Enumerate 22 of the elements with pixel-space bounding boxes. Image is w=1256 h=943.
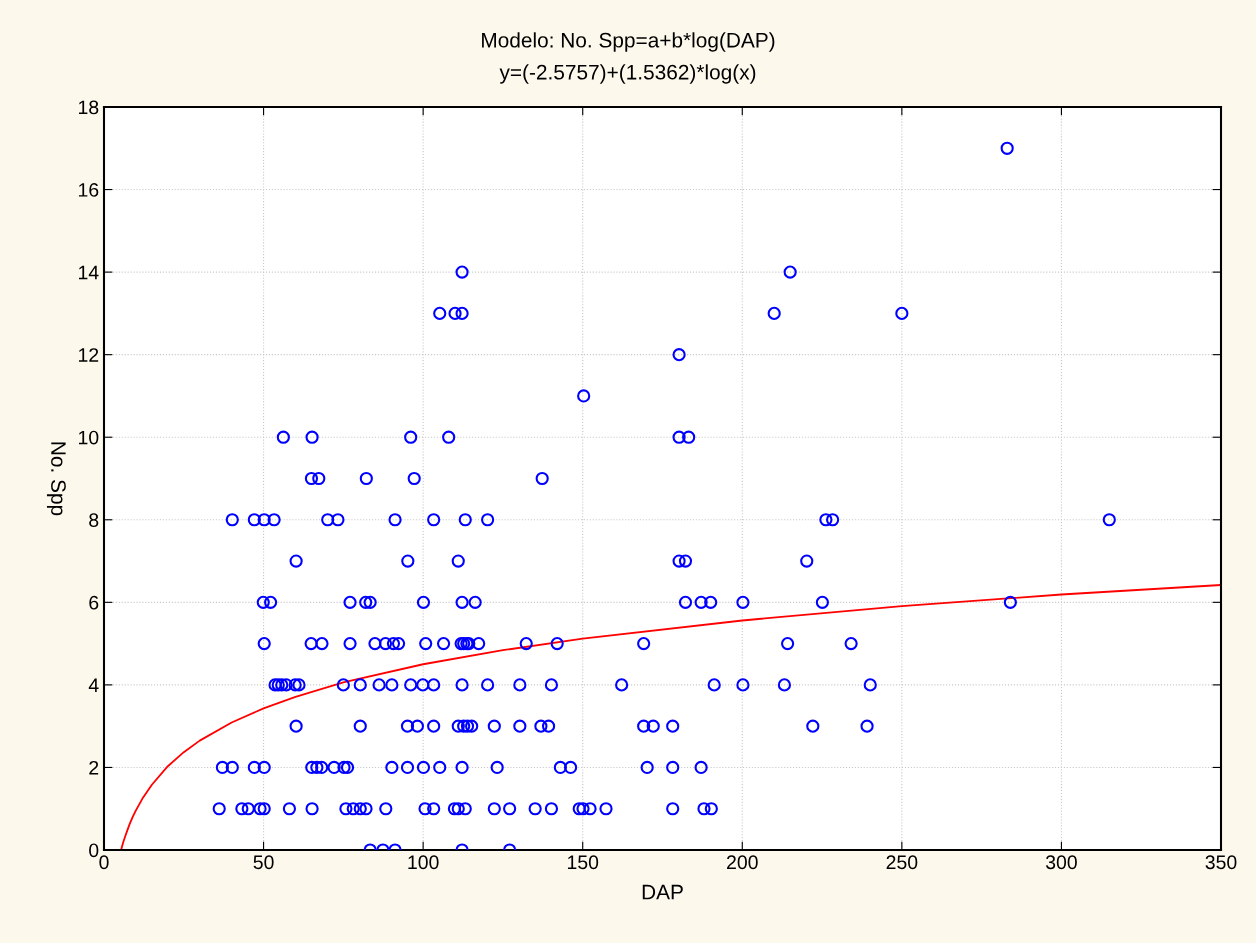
y-tick-label: 0 <box>89 843 99 858</box>
y-tick-label: 12 <box>79 348 99 362</box>
x-tick-label: 0 <box>99 855 109 870</box>
y-tick-label: 6 <box>89 595 99 610</box>
y-tick-label: 18 <box>79 100 99 115</box>
y-tick-label: 4 <box>88 678 99 692</box>
x-tick-label: 300 <box>1045 855 1077 870</box>
y-tick-label: 14 <box>79 265 99 280</box>
x-tick-label: 100 <box>408 855 439 870</box>
chart-subtitle: y=(-2.5757)+(1.5362)*log(x) <box>499 64 756 84</box>
y-tick-label: 8 <box>89 513 99 528</box>
x-axis-title: DAP <box>642 884 683 900</box>
y-tick-label: 10 <box>79 430 99 445</box>
y-tick-label: 2 <box>89 760 99 775</box>
chart-title: Modelo: No. Spp=a+b*log(DAP) <box>482 32 775 52</box>
x-tick-label: 350 <box>1205 855 1237 870</box>
y-axis-title: No. Spp <box>46 442 66 516</box>
x-tick-label: 50 <box>253 855 274 870</box>
x-tick-label: 200 <box>727 855 758 870</box>
x-tick-label: 250 <box>886 855 918 870</box>
x-tick-label: 150 <box>567 855 599 870</box>
y-tick-label: 16 <box>79 183 99 197</box>
